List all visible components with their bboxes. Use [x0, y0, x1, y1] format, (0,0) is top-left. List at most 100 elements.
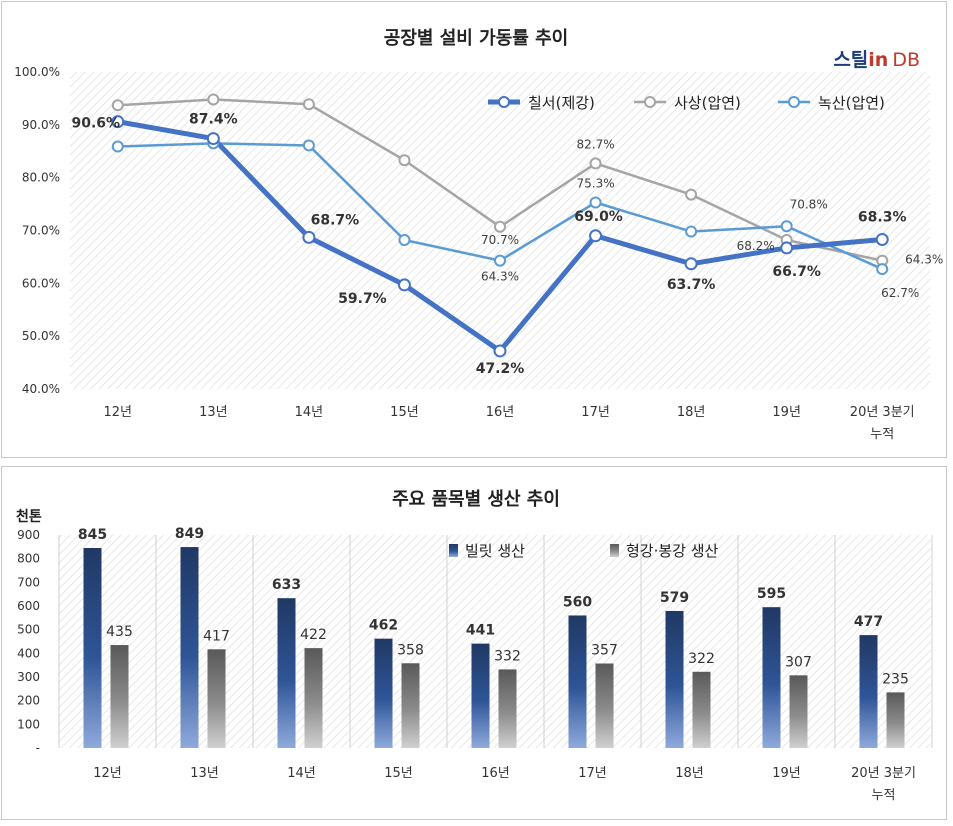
line-x-tick-label: 20년 3분기 누적 [850, 405, 915, 442]
bar-data-label: 441 [466, 623, 495, 639]
bar-x-tick-label: 14년 [287, 766, 316, 781]
billet-bar [180, 547, 199, 748]
billet-bar [859, 635, 878, 748]
section-bar [207, 649, 226, 748]
bar-data-label: 358 [397, 642, 424, 658]
billet-bar [762, 607, 781, 748]
line-point [685, 225, 698, 238]
line-point [302, 230, 316, 244]
bar-y-tick-label: 400 [17, 646, 40, 660]
line-point [589, 229, 603, 243]
utilization-chart-panel: 공장별 설비 가동률 추이 스틸in DB 100.0% 90.0% 80.0% 70.… [1, 1, 947, 458]
bar-data-label: 235 [882, 671, 909, 687]
bar-x-tick-label: 16년 [481, 766, 510, 781]
bar-data-label: 417 [203, 628, 230, 644]
line-x-tick-label: 18년 [677, 405, 706, 420]
bar-data-label: 357 [591, 643, 618, 659]
legend-marker [644, 96, 656, 108]
line-point [111, 115, 125, 129]
bar-x-tick-label: 12년 [93, 766, 122, 781]
line-point [780, 220, 793, 233]
line-data-label: 64.3% [905, 253, 943, 267]
bar-data-label: 307 [785, 654, 812, 670]
bar-data-label: 435 [106, 624, 133, 640]
bar-data-label: 595 [757, 586, 786, 602]
line-point [684, 257, 698, 271]
legend-bar-swatch [610, 544, 619, 557]
brand-text-db: DB [892, 49, 920, 71]
bar-y-tick-label: 100 [17, 717, 40, 731]
bar-data-label: 422 [300, 627, 327, 643]
line-x-tick-label: 13년 [199, 405, 228, 420]
line-x-tick-label: 17년 [581, 405, 610, 420]
bar-x-tick-label: 13년 [190, 766, 219, 781]
line-data-label: 87.4% [189, 112, 238, 128]
bar-x-tick-label: 15년 [384, 766, 413, 781]
bar-x-tick-label: 18년 [675, 766, 704, 781]
line-point [875, 232, 889, 246]
bar-chart-unit: 천톤 [16, 509, 42, 525]
section-bar [304, 648, 323, 748]
bar-y-tick-label: 500 [17, 623, 40, 637]
bar-data-label: 845 [78, 527, 107, 543]
billet-bar [83, 548, 102, 748]
line-point [302, 139, 315, 152]
bar-data-label: 579 [660, 590, 689, 606]
production-bar-chart: 주요 품목별 생산 추이 천톤 900 800 700 600 500 400 300 200… [16, 489, 933, 803]
line-chart-title: 공장별 설비 가동률 추이 [384, 28, 568, 49]
section-bar [110, 645, 129, 748]
line-x-tick-label: 14년 [295, 405, 324, 420]
legend-label: 빌릿 생산 [465, 542, 525, 560]
bar-data-label: 462 [369, 618, 398, 634]
brand-text-in: in [868, 49, 888, 71]
legend-label: 녹산(압연) [818, 94, 885, 112]
line-x-tick-label: 16년 [486, 405, 515, 420]
legend-marker [498, 96, 510, 108]
line-point [494, 254, 506, 267]
line-data-label: 47.2% [476, 361, 525, 377]
billet-bar [374, 638, 393, 748]
line-point [398, 154, 411, 167]
line-point [302, 98, 315, 111]
legend-marker [788, 96, 800, 108]
line-data-label: 70.8% [790, 197, 828, 211]
bar-chart-title: 주요 품목별 생산 추이 [392, 489, 560, 510]
line-data-label: 82.7% [576, 137, 614, 151]
section-bar [789, 675, 808, 748]
section-bar [498, 669, 517, 748]
line-y-tick-label: 100.0% [14, 65, 60, 79]
line-data-label: 90.6% [71, 116, 120, 132]
legend-label: 칠서(제강) [528, 94, 595, 112]
bar-y-tick-label: - [36, 741, 40, 755]
line-data-label: 66.7% [772, 264, 821, 280]
line-y-tick-label: 50.0% [22, 329, 60, 343]
section-bar [401, 663, 420, 748]
section-bar [595, 663, 614, 748]
bar-y-tick-label: 200 [17, 694, 40, 708]
bar-data-label: 322 [688, 651, 715, 667]
legend-bar-swatch [449, 544, 458, 557]
line-data-label: 70.7% [481, 233, 519, 247]
billet-bar [568, 615, 587, 748]
line-point [111, 140, 124, 153]
bar-y-tick-label: 800 [17, 552, 40, 566]
line-point [589, 157, 602, 170]
billet-bar [665, 610, 684, 748]
line-data-label: 68.3% [858, 209, 907, 225]
billet-bar [471, 643, 490, 748]
brand-logo: 스틸in DB [833, 49, 920, 71]
section-bar [692, 671, 711, 748]
line-data-label: 75.3% [576, 176, 614, 190]
line-x-tick-label: 15년 [390, 405, 419, 420]
bar-x-tick-label: 20년 3분기 누적 [851, 766, 916, 803]
bar-data-label: 332 [494, 648, 521, 664]
bar-y-tick-label: 900 [17, 528, 40, 542]
legend-label: 형강·봉강 생산 [626, 542, 719, 560]
line-point [589, 196, 602, 209]
production-chart-panel: 주요 품목별 생산 추이 천톤 900 800 700 600 500 400 300 200… [1, 466, 947, 820]
line-y-tick-label: 40.0% [22, 382, 60, 396]
line-point [397, 278, 411, 292]
billet-bar [277, 598, 296, 748]
line-point [111, 99, 124, 112]
